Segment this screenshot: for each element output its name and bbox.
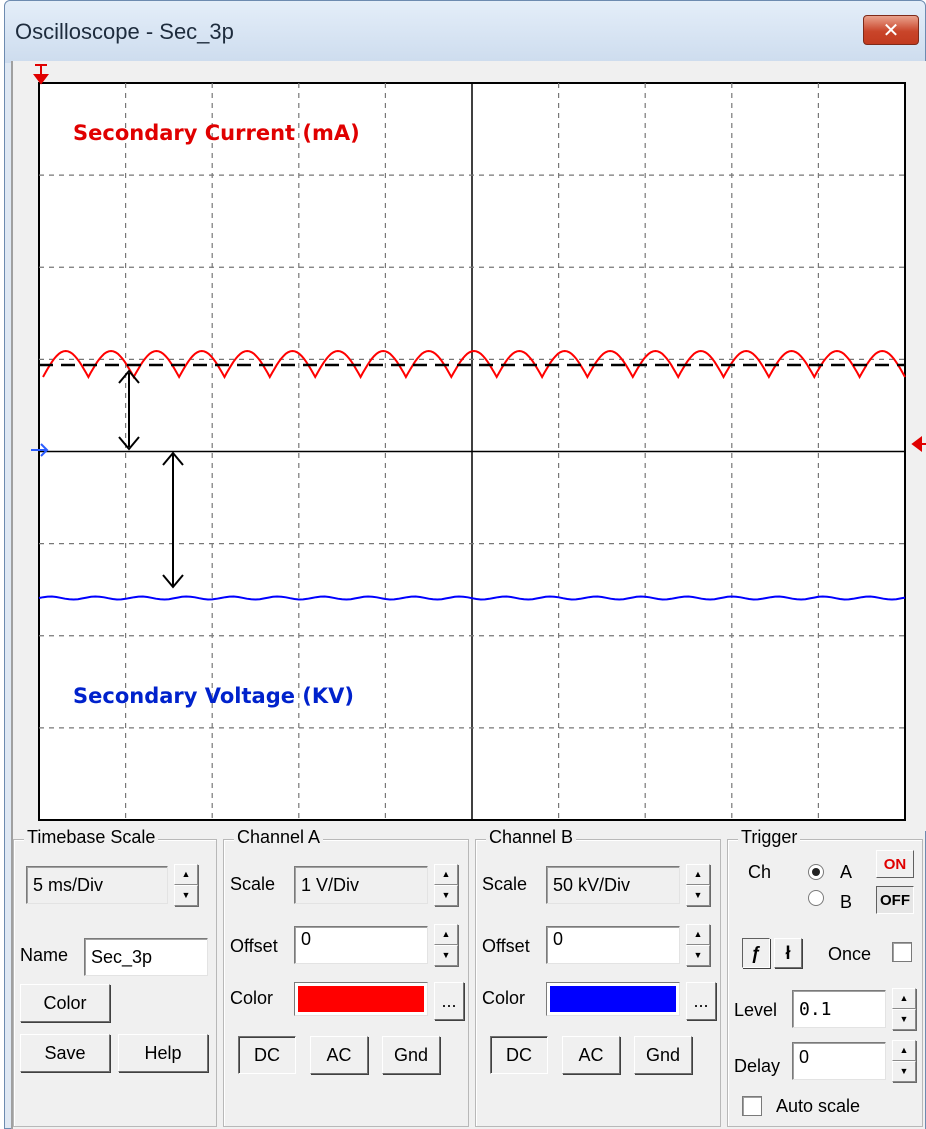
close-button[interactable]: ✕ — [863, 15, 919, 45]
save-button[interactable]: Save — [20, 1034, 110, 1072]
spin-down-icon[interactable]: ▼ — [174, 885, 198, 906]
spin-up-icon[interactable]: ▲ — [686, 864, 710, 885]
name-field[interactable]: Sec_3p — [84, 938, 208, 976]
channel-b-trace — [38, 595, 906, 601]
trigger-option-a: A — [840, 862, 853, 882]
trigger-rising-edge-button[interactable]: ƒ — [742, 938, 770, 968]
spin-up-icon[interactable]: ▲ — [174, 864, 198, 885]
trigger-falling-edge-button[interactable]: ł — [774, 938, 802, 968]
spin-down-icon[interactable]: ▼ — [892, 1009, 916, 1030]
trigger-marker-top — [33, 64, 49, 85]
trigger-level-label: Level — [734, 1000, 778, 1020]
trigger-radio-b[interactable] — [808, 890, 824, 906]
trigger-ch-label: Ch — [748, 862, 772, 882]
trigger-radio-a[interactable] — [808, 864, 824, 880]
spin-up-icon[interactable]: ▲ — [892, 988, 916, 1009]
channel-a-color-browse[interactable]: ... — [434, 982, 464, 1020]
channel-b-dc-button[interactable]: DC — [490, 1036, 548, 1074]
channel-b-ground-marker — [31, 443, 49, 457]
rising-edge-icon: ƒ — [750, 942, 761, 963]
channel-a-title: Channel A — [234, 827, 324, 848]
trigger-level-spinner[interactable]: ▲ ▼ — [892, 988, 916, 1030]
timebase-scale-field[interactable]: 5 ms/Div — [26, 866, 168, 904]
spin-down-icon[interactable]: ▼ — [434, 885, 458, 906]
channel-b-offset-spinner[interactable]: ▲ ▼ — [686, 924, 710, 966]
trigger-option-b: B — [840, 892, 853, 912]
scope-grid — [39, 83, 905, 820]
trigger-on-button[interactable]: ON — [876, 850, 914, 878]
trigger-level-field[interactable]: 0.1 — [792, 990, 886, 1028]
annotation-voltage: Secondary Voltage (KV) — [73, 684, 354, 708]
client-area: Secondary Current (mA) Secondary Voltage… — [11, 61, 926, 1129]
trigger-once-checkbox[interactable] — [892, 942, 912, 962]
trigger-once-label: Once — [828, 944, 872, 964]
spin-up-icon[interactable]: ▲ — [892, 1040, 916, 1061]
channel-b-ac-button[interactable]: AC — [562, 1036, 620, 1074]
channel-b-gnd-button[interactable]: Gnd — [634, 1036, 692, 1074]
auto-scale-checkbox[interactable] — [742, 1096, 762, 1116]
spin-down-icon[interactable]: ▼ — [686, 885, 710, 906]
channel-a-color-label: Color — [230, 988, 274, 1008]
channel-a-scale-field[interactable]: 1 V/Div — [294, 866, 428, 904]
falling-edge-icon: ł — [785, 942, 791, 963]
trigger-panel: Trigger Ch A B ON OFF ƒ ł Once Level 0.1… — [727, 827, 923, 1127]
channel-a-waveform — [42, 349, 906, 380]
trigger-delay-spinner[interactable]: ▲ ▼ — [892, 1040, 916, 1082]
channel-a-scale-label: Scale — [230, 874, 276, 894]
channel-b-offset-field[interactable]: 0 — [546, 926, 680, 964]
window-title: Oscilloscope - Sec_3p — [15, 19, 234, 44]
channel-b-color-browse[interactable]: ... — [686, 982, 716, 1020]
spin-up-icon[interactable]: ▲ — [434, 864, 458, 885]
name-label: Name — [20, 945, 69, 965]
channel-a-ac-button[interactable]: AC — [310, 1036, 368, 1074]
channel-a-color-fill — [298, 986, 424, 1012]
spin-up-icon[interactable]: ▲ — [434, 924, 458, 945]
color-button[interactable]: Color — [20, 984, 110, 1022]
channel-b-waveform — [38, 595, 906, 601]
channel-a-panel: Channel A Scale 1 V/Div ▲ ▼ Offset 0 ▲ ▼ C… — [223, 827, 469, 1127]
spin-up-icon[interactable]: ▲ — [686, 924, 710, 945]
channel-a-offset-label: Offset — [230, 936, 278, 956]
channel-a-trace — [42, 349, 906, 380]
channel-a-offset-field[interactable]: 0 — [294, 926, 428, 964]
timebase-panel: Timebase Scale 5 ms/Div ▲ ▼ Name Sec_3p C… — [13, 827, 217, 1127]
voltage-offset-arrow — [162, 451, 184, 589]
timebase-title: Timebase Scale — [24, 827, 159, 848]
trigger-level-marker — [911, 436, 926, 452]
channel-b-color-label: Color — [482, 988, 526, 1008]
channel-b-scale-field[interactable]: 50 kV/Div — [546, 866, 680, 904]
spin-down-icon[interactable]: ▼ — [892, 1061, 916, 1082]
annotation-current: Secondary Current (mA) — [73, 121, 360, 145]
trigger-delay-label: Delay — [734, 1056, 781, 1076]
channel-b-scale-label: Scale — [482, 874, 528, 894]
spin-down-icon[interactable]: ▼ — [434, 945, 458, 966]
timebase-scale-spinner[interactable]: ▲ ▼ — [174, 864, 198, 906]
channel-a-gnd-button[interactable]: Gnd — [382, 1036, 440, 1074]
close-icon: ✕ — [882, 19, 900, 42]
help-button[interactable]: Help — [118, 1034, 208, 1072]
spin-down-icon[interactable]: ▼ — [686, 945, 710, 966]
auto-scale-label: Auto scale — [776, 1096, 861, 1116]
channel-b-panel: Channel B Scale 50 kV/Div ▲ ▼ Offset 0 ▲ ▼… — [475, 827, 721, 1127]
channel-a-offset-spinner[interactable]: ▲ ▼ — [434, 924, 458, 966]
trigger-delay-field[interactable]: 0 — [792, 1042, 886, 1080]
channel-a-scale-spinner[interactable]: ▲ ▼ — [434, 864, 458, 906]
trigger-title: Trigger — [738, 827, 801, 848]
trigger-off-button[interactable]: OFF — [876, 886, 914, 914]
current-offset-arrow — [118, 369, 140, 451]
channel-b-scale-spinner[interactable]: ▲ ▼ — [686, 864, 710, 906]
channel-b-color-fill — [550, 986, 676, 1012]
channel-a-color-swatch[interactable] — [294, 982, 428, 1016]
scope-display: Secondary Current (mA) Secondary Voltage… — [13, 61, 926, 831]
channel-a-dc-button[interactable]: DC — [238, 1036, 296, 1074]
channel-b-color-swatch[interactable] — [546, 982, 680, 1016]
channel-b-offset-label: Offset — [482, 936, 530, 956]
channel-b-title: Channel B — [486, 827, 577, 848]
oscilloscope-window: Oscilloscope - Sec_3p ✕ — [4, 0, 926, 1129]
title-bar[interactable]: Oscilloscope - Sec_3p ✕ — [5, 1, 925, 63]
